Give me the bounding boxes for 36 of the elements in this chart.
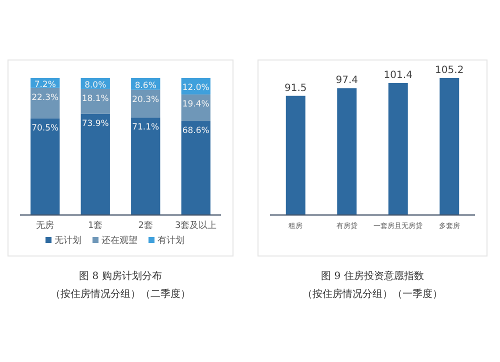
data-label: 8.6% xyxy=(134,80,156,91)
data-label: 7.2% xyxy=(34,80,56,90)
data-label: 22.3% xyxy=(32,92,59,103)
text: 图 9 住房投资意愿指数 xyxy=(321,270,424,282)
bar xyxy=(30,88,60,118)
bar xyxy=(388,82,408,215)
bar xyxy=(131,118,160,215)
data-label: 91.5 xyxy=(284,82,307,94)
x-tick-label: 3套及以上 xyxy=(175,220,217,231)
data-label: 20.3% xyxy=(132,94,160,105)
data-label: 70.5% xyxy=(32,123,59,134)
data-label: 71.1% xyxy=(132,122,160,133)
bar xyxy=(30,118,60,215)
bar xyxy=(286,96,306,215)
bar xyxy=(337,88,357,215)
data-label: 68.6% xyxy=(182,126,210,136)
text: （按住房情况分组）（二季度） xyxy=(50,288,190,300)
data-label: 101.4 xyxy=(384,70,412,81)
text: 图 8 购房计划分布 xyxy=(79,270,162,282)
data-label: 18.1% xyxy=(82,94,109,104)
data-label: 73.9% xyxy=(82,118,109,129)
data-label: 8.0% xyxy=(84,80,106,90)
x-tick-label: 2套 xyxy=(138,220,153,231)
data-label: 19.4% xyxy=(182,99,210,110)
x-tick-label: 无房 xyxy=(36,220,54,231)
legend-label: 还在观望 xyxy=(102,235,138,246)
x-tick-label: 1套 xyxy=(88,220,103,231)
bar xyxy=(80,114,110,215)
text: （按住房情况分组）（一季度） xyxy=(302,288,442,300)
bar xyxy=(181,121,210,215)
legend-label: 有计划 xyxy=(158,235,184,246)
data-label: 105.2 xyxy=(435,65,464,76)
bar xyxy=(440,78,460,215)
legend-label: 无计划 xyxy=(54,235,82,246)
data-label: 97.4 xyxy=(336,75,358,86)
data-label: 12.0% xyxy=(182,83,210,93)
